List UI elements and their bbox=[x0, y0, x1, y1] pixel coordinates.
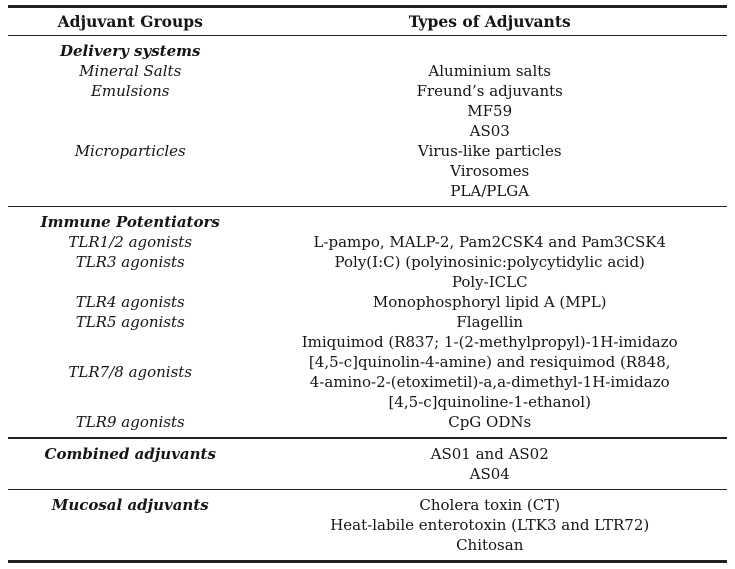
group-cell: Mineral Salts bbox=[79, 61, 182, 80]
table-row: TLR3 agonists Poly(I:C) (polyinosinic:pol… bbox=[8, 252, 727, 292]
types-cell: CpG ODNs bbox=[252, 412, 727, 432]
type-line: Monophosphoryl lipid A (MPL) bbox=[372, 293, 607, 312]
table-section: Immune Potentiators TLR1/2 agonists L-pamp… bbox=[8, 207, 727, 437]
type-line: CpG ODNs bbox=[448, 413, 532, 432]
type-line: Virosomes bbox=[450, 161, 530, 180]
type-line: PLA/PLGA bbox=[450, 181, 530, 200]
type-line: Poly-ICLC bbox=[451, 273, 528, 292]
types-cell: Virus-like particles Virosomes PLA/PLGA bbox=[252, 141, 727, 201]
table-section: Mucosal adjuvants Cholera toxin (CT) Heat-… bbox=[8, 490, 727, 560]
table-row: TLR4 agonists Monophosphoryl lipid A (MPL… bbox=[8, 292, 727, 312]
type-line: [4,5-c]quinoline-1-ethanol) bbox=[388, 393, 591, 412]
column-header-adjuvant-groups: Adjuvant Groups bbox=[57, 11, 203, 31]
type-line: Poly(I:C) (polyinosinic:polycytidylic ac… bbox=[334, 253, 645, 272]
group-cell: Combined adjuvants bbox=[44, 444, 216, 463]
section-divider-rule bbox=[8, 205, 727, 208]
group-cell: TLR3 agonists bbox=[75, 253, 185, 272]
type-line: AS04 bbox=[469, 464, 510, 483]
group-cell: Immune Potentiators bbox=[40, 213, 220, 232]
group-cell: TLR4 agonists bbox=[75, 293, 185, 312]
group-cell: TLR5 agonists bbox=[75, 313, 185, 332]
types-cell: Poly(I:C) (polyinosinic:polycytidylic ac… bbox=[252, 252, 727, 292]
types-cell: Freund’s adjuvants MF59 AS03 bbox=[252, 81, 727, 141]
types-cell: Cholera toxin (CT) Heat-labile enterotoxi… bbox=[252, 495, 727, 555]
table-row: Mineral Salts Aluminium salts bbox=[8, 61, 727, 81]
type-line: AS01 and AS02 bbox=[430, 444, 549, 463]
header-bottom-rule bbox=[8, 34, 727, 36]
type-line: Flagellin bbox=[456, 313, 524, 332]
adjuvants-table: Adjuvant Groups Types of Adjuvants Deliv… bbox=[8, 5, 727, 563]
type-line: MF59 bbox=[467, 101, 513, 120]
group-cell: TLR1/2 agonists bbox=[68, 233, 193, 252]
table-row: Microparticles Virus-like particles Viroso… bbox=[8, 141, 727, 201]
types-cell: Flagellin bbox=[252, 312, 727, 332]
group-cell: Mucosal adjuvants bbox=[51, 496, 209, 515]
types-cell: AS01 and AS02 AS04 bbox=[252, 444, 727, 484]
column-header-types-of-adjuvants: Types of Adjuvants bbox=[408, 11, 571, 31]
types-cell: L-pampo, MALP-2, Pam2CSK4 and Pam3CSK4 bbox=[252, 232, 727, 252]
section-divider-rule bbox=[8, 488, 727, 491]
table-row: TLR7/8 agonists Imiquimod (R837; 1-(2-met… bbox=[8, 332, 727, 412]
table-section: Combined adjuvants AS01 and AS02 AS04 bbox=[8, 439, 727, 489]
type-line: Freund’s adjuvants bbox=[416, 81, 563, 100]
type-line: AS03 bbox=[469, 121, 510, 140]
table-row: Mucosal adjuvants Cholera toxin (CT) Heat-… bbox=[8, 495, 727, 555]
table-top-rule bbox=[8, 5, 727, 8]
type-line: Aluminium salts bbox=[428, 61, 552, 80]
type-line: Heat-labile enterotoxin (LTK3 and LTR72) bbox=[330, 516, 650, 535]
table-body: Delivery systems Mineral Salts Aluminium s… bbox=[8, 36, 727, 563]
table-row: Delivery systems bbox=[8, 41, 727, 61]
table-row: TLR9 agonists CpG ODNs bbox=[8, 412, 727, 432]
section-divider-rule bbox=[8, 437, 727, 439]
types-cell: Imiquimod (R837; 1-(2-methylpropyl)-1H-i… bbox=[252, 332, 727, 412]
type-line: Imiquimod (R837; 1-(2-methylpropyl)-1H-i… bbox=[301, 333, 678, 352]
table-row: TLR5 agonists Flagellin bbox=[8, 312, 727, 332]
group-cell: TLR9 agonists bbox=[75, 413, 185, 432]
table-section: Delivery systems Mineral Salts Aluminium s… bbox=[8, 36, 727, 206]
table-row: Combined adjuvants AS01 and AS02 AS04 bbox=[8, 444, 727, 484]
group-cell: TLR7/8 agonists bbox=[68, 363, 193, 382]
table-row: Emulsions Freund’s adjuvants MF59 AS03 bbox=[8, 81, 727, 141]
type-line: Chitosan bbox=[456, 536, 524, 555]
group-cell: Delivery systems bbox=[60, 41, 201, 60]
types-cell: Aluminium salts bbox=[252, 61, 727, 81]
group-cell: Emulsions bbox=[90, 81, 170, 100]
table-row: TLR1/2 agonists L-pampo, MALP-2, Pam2CSK4… bbox=[8, 232, 727, 252]
table-header-row: Adjuvant Groups Types of Adjuvants bbox=[8, 8, 727, 35]
type-line: L-pampo, MALP-2, Pam2CSK4 and Pam3CSK4 bbox=[313, 233, 666, 252]
table-row: Immune Potentiators bbox=[8, 212, 727, 232]
type-line: Cholera toxin (CT) bbox=[419, 496, 561, 515]
type-line: [4,5-c]quinolin-4-amine) and resiquimod … bbox=[308, 353, 671, 372]
table-bottom-rule bbox=[8, 560, 727, 563]
type-line: Virus-like particles bbox=[417, 141, 562, 160]
types-cell: Monophosphoryl lipid A (MPL) bbox=[252, 292, 727, 312]
type-line: 4-amino-2-(etoximetil)-a,a-dimethyl-1H-i… bbox=[309, 373, 670, 392]
group-cell: Microparticles bbox=[74, 141, 186, 160]
